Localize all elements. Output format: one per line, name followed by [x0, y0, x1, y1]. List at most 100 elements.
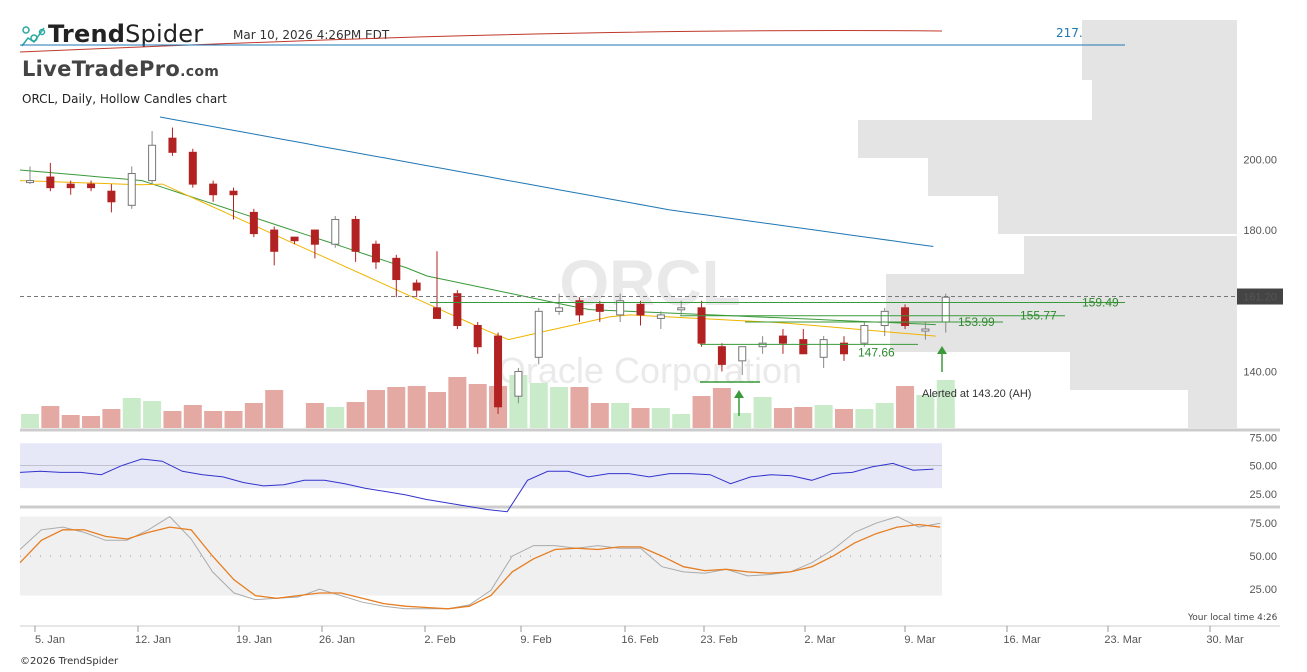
candle-body	[107, 190, 116, 203]
candle-body	[534, 310, 543, 358]
volume-bar	[346, 402, 365, 428]
volume-bar	[305, 403, 324, 428]
candle-body	[778, 335, 787, 344]
candle-body	[66, 183, 75, 189]
candle-body	[921, 328, 930, 332]
volume-profile-bar	[886, 274, 1237, 314]
candle-body	[880, 310, 889, 326]
volume-bar	[672, 414, 691, 428]
volume-profile-bar	[998, 196, 1237, 234]
candle-body	[494, 335, 503, 408]
volume-bar	[773, 408, 792, 428]
volume-bar	[733, 413, 752, 428]
candle-body	[433, 307, 441, 319]
x-tick-label: 30. Mar	[1206, 634, 1244, 646]
x-tick-label: 9. Mar	[904, 634, 936, 646]
alert-arrow-icon	[937, 346, 947, 354]
stoch-d-line	[19, 523, 941, 610]
candle-body	[840, 342, 848, 355]
candle-body	[168, 137, 177, 153]
rsi-tick-label: 75.00	[1249, 433, 1277, 445]
volume-profile-bar	[1082, 20, 1237, 80]
local-time-note: Your local time 4:26	[1188, 613, 1278, 623]
volume-bar	[183, 405, 202, 428]
brand-bold: Trend	[48, 20, 126, 48]
x-tick-label: 5. Jan	[35, 634, 65, 646]
watermark-domain: .com	[180, 64, 220, 80]
candle-body	[819, 339, 828, 358]
candle-body	[188, 151, 197, 185]
company-watermark: Oracle Corporation	[498, 350, 802, 391]
volume-bar	[590, 403, 609, 428]
candle-body	[677, 307, 686, 311]
volume-bar	[122, 398, 141, 428]
trendspider-logo-icon	[21, 26, 46, 47]
candle-body	[229, 190, 238, 196]
rsi-line	[19, 458, 934, 513]
ma-green-line	[19, 169, 936, 326]
stoch-tick-label: 50.00	[1249, 551, 1277, 563]
volume-bar	[814, 405, 833, 428]
x-tick-label: 19. Jan	[236, 634, 272, 646]
candle-body	[209, 183, 218, 196]
candle-body	[26, 180, 34, 184]
volume-bar	[387, 387, 406, 428]
ma-red-line	[19, 30, 943, 53]
volume-bar	[41, 406, 60, 428]
last-price-label: 161.20	[1243, 292, 1277, 304]
volume-profile-bar	[1092, 80, 1237, 120]
candle-body	[717, 346, 726, 365]
volume-bar	[102, 409, 121, 428]
candle-body	[901, 307, 910, 326]
x-tick-label: 12. Jan	[135, 634, 171, 646]
candle-body	[148, 144, 157, 182]
volume-profile-bar	[1070, 352, 1237, 390]
chart-subtitle: ORCL, Daily, Hollow Candles chart	[22, 92, 227, 106]
volume-bar	[692, 396, 711, 428]
volume-bar	[428, 392, 446, 428]
volume-bar	[82, 416, 101, 428]
watermark-site: LiveTradePro	[22, 57, 181, 81]
candle-body	[616, 300, 625, 316]
x-tick-label: 16. Feb	[621, 634, 658, 646]
alert-arrow-icon	[734, 390, 744, 398]
candle-body	[331, 218, 340, 245]
x-tick-label: 23. Feb	[700, 634, 737, 646]
candle-body	[249, 211, 258, 235]
brand-rest: Spider	[125, 20, 204, 48]
volume-bar	[468, 384, 487, 428]
volume-bar	[631, 408, 650, 428]
candle-body	[87, 183, 96, 189]
volume-bar	[896, 386, 915, 428]
x-tick-label: 23. Mar	[1104, 634, 1142, 646]
ticker-watermark: ORCL	[559, 247, 740, 319]
volume-bar	[712, 388, 731, 428]
volume-bar	[916, 395, 935, 428]
candle-body	[473, 325, 482, 348]
volume-bar	[611, 403, 630, 428]
volume-bar	[875, 403, 894, 428]
candle-body	[697, 307, 706, 344]
volume-bar	[794, 407, 813, 428]
stoch-tick-label: 75.00	[1249, 518, 1277, 530]
ma-blue-line	[159, 116, 934, 247]
volume-bar	[407, 386, 426, 428]
candle-body	[514, 370, 523, 397]
candle-body	[392, 257, 401, 281]
candle-body	[941, 296, 950, 323]
volume-bar	[163, 411, 182, 428]
candle-body	[351, 218, 360, 252]
volume-bar	[753, 397, 772, 428]
volume-bar	[651, 408, 670, 428]
y-tick-label: 200.00	[1243, 154, 1277, 166]
level-label: 147.66	[858, 345, 895, 359]
volume-bar	[61, 415, 80, 428]
volume-bar	[224, 411, 243, 428]
x-tick-label: 2. Feb	[424, 634, 455, 646]
copyright: ©2026 TrendSpider	[20, 656, 119, 667]
x-tick-label: 2. Mar	[804, 634, 836, 646]
volume-bar	[204, 411, 223, 428]
volume-bar	[570, 387, 589, 428]
brand-name: TrendSpider	[48, 20, 203, 48]
